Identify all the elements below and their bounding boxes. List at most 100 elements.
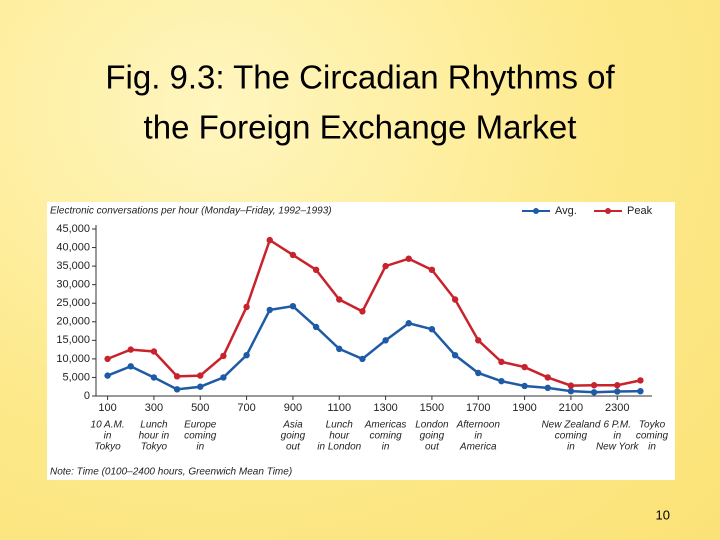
x-annotation: coming xyxy=(636,431,669,442)
x-annotation: out xyxy=(425,442,440,453)
y-tick-label: 10,000 xyxy=(56,353,90,365)
series-line xyxy=(107,304,641,394)
data-point xyxy=(405,255,412,262)
x-tick-label: 300 xyxy=(145,402,163,414)
x-tick-label: 2100 xyxy=(559,402,583,414)
data-point xyxy=(614,388,621,395)
x-annotation: Toyko xyxy=(639,420,666,431)
chart-note: Note: Time (0100–2400 hours, Greenwich M… xyxy=(50,467,292,478)
data-point xyxy=(127,346,134,353)
data-point xyxy=(475,337,482,344)
data-point xyxy=(173,386,181,393)
x-annotation: hour xyxy=(329,431,350,442)
data-point xyxy=(127,363,134,370)
data-point xyxy=(220,374,227,381)
data-point xyxy=(544,384,551,392)
data-point xyxy=(197,372,204,379)
x-annotation: 10 A.M. xyxy=(91,420,125,431)
data-point xyxy=(475,369,482,377)
data-point xyxy=(104,372,111,379)
x-annotation: hour in xyxy=(139,431,170,442)
y-tick-label: 30,000 xyxy=(56,279,90,291)
data-point xyxy=(451,296,459,303)
x-tick-label: 2300 xyxy=(605,402,629,414)
data-point xyxy=(289,251,297,259)
y-tick-label: 25,000 xyxy=(56,297,90,309)
slide-title: the Foreign Exchange Market xyxy=(144,109,577,146)
legend-label: Peak xyxy=(627,205,653,217)
data-point xyxy=(243,303,250,311)
data-point xyxy=(428,266,436,274)
x-tick-label: 1500 xyxy=(420,402,444,414)
data-point xyxy=(173,373,181,380)
y-tick-label: 20,000 xyxy=(56,316,90,328)
x-annotation: in xyxy=(567,442,575,453)
x-annotation: in xyxy=(613,431,621,442)
y-tick-label: 45,000 xyxy=(56,223,90,235)
data-point xyxy=(266,236,273,244)
data-point xyxy=(150,348,158,355)
data-point xyxy=(498,358,505,366)
x-annotation: Afternoon xyxy=(456,420,501,431)
data-point xyxy=(637,387,644,395)
x-annotation: coming xyxy=(555,431,588,442)
data-point xyxy=(590,382,598,389)
x-annotation: Tokyo xyxy=(94,442,121,453)
x-annotation: Asia xyxy=(282,420,303,431)
legend-label: Avg. xyxy=(555,205,577,217)
data-point xyxy=(451,351,459,359)
x-annotation: out xyxy=(286,442,301,453)
y-tick-label: 5,000 xyxy=(62,371,90,383)
x-annotation: in London xyxy=(317,442,361,453)
x-tick-label: 1700 xyxy=(466,402,490,414)
data-point xyxy=(428,326,436,333)
data-point xyxy=(289,302,297,310)
x-annotation: in xyxy=(648,442,656,453)
data-point xyxy=(150,374,158,381)
data-point xyxy=(243,351,250,359)
x-annotation: New York xyxy=(596,442,640,453)
x-tick-label: 1900 xyxy=(512,402,536,414)
x-annotation: Lunch xyxy=(140,420,168,431)
x-tick-label: 100 xyxy=(98,402,116,414)
data-point xyxy=(312,323,320,331)
x-annotation: in xyxy=(104,431,112,442)
data-point xyxy=(521,382,528,390)
x-tick-label: 1300 xyxy=(373,402,397,414)
data-point xyxy=(544,374,551,381)
x-annotation: coming xyxy=(184,431,217,442)
chart-area xyxy=(47,202,675,480)
y-tick-label: 40,000 xyxy=(56,241,90,253)
x-annotation: New Zealand xyxy=(541,420,600,431)
x-annotation: Tokyo xyxy=(141,442,168,453)
x-annotation: going xyxy=(420,431,445,442)
data-point xyxy=(405,320,412,327)
data-point xyxy=(359,308,366,315)
x-tick-label: 1100 xyxy=(327,402,351,414)
x-annotation: going xyxy=(281,431,306,442)
data-point xyxy=(104,355,111,363)
data-point xyxy=(197,383,204,390)
x-tick-label: 700 xyxy=(237,402,255,414)
y-tick-label: 35,000 xyxy=(56,260,90,272)
legend-marker xyxy=(605,208,611,214)
x-tick-label: 500 xyxy=(191,402,209,414)
x-annotation: Europe xyxy=(184,420,217,431)
x-annotation: Lunch xyxy=(326,420,354,431)
x-annotation: in xyxy=(196,442,204,453)
legend-marker xyxy=(533,208,539,214)
data-point xyxy=(521,363,528,371)
data-point xyxy=(359,355,366,363)
data-point xyxy=(312,266,320,274)
y-tick-label: 0 xyxy=(84,390,90,402)
data-point xyxy=(567,387,575,395)
x-annotation: Americas xyxy=(364,420,407,431)
page-number: 10 xyxy=(656,507,670,522)
data-point xyxy=(266,306,273,314)
data-point xyxy=(567,382,575,389)
y-axis-title: Electronic conversations per hour (Monda… xyxy=(50,206,332,217)
data-point xyxy=(498,377,505,385)
data-point xyxy=(590,389,598,396)
x-annotation: coming xyxy=(369,431,402,442)
data-point xyxy=(220,352,227,360)
